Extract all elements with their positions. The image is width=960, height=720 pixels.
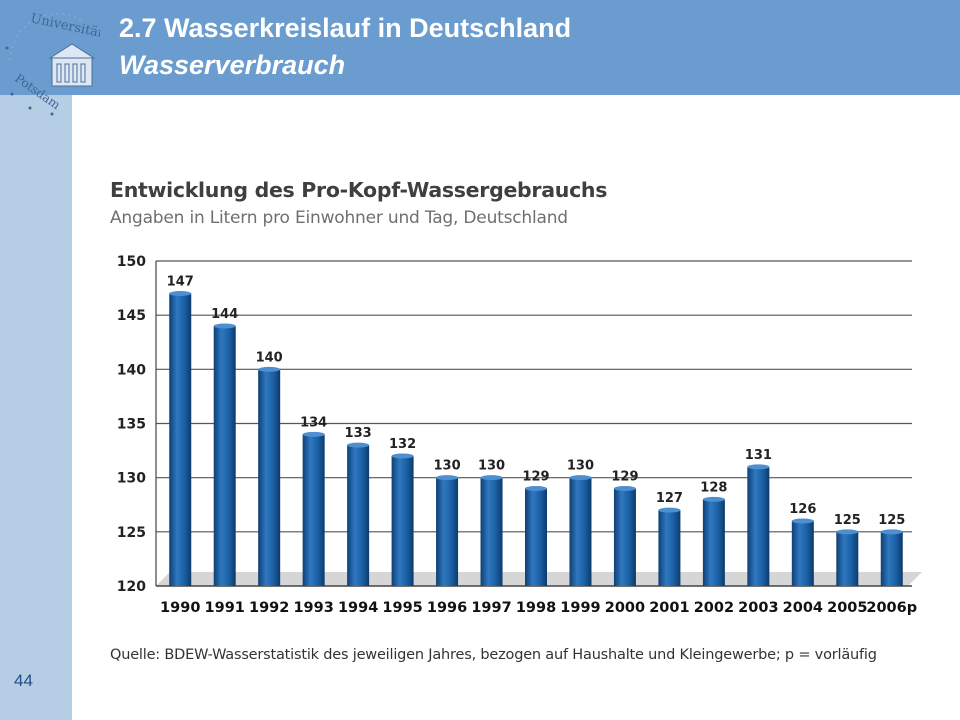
bar-top: [347, 442, 370, 448]
bar-value-label: 128: [700, 480, 727, 495]
bar-top: [613, 486, 636, 491]
x-tick-label: 2002: [694, 600, 734, 616]
page-title: 2.7 Wasserkreislauf in Deutschland: [119, 13, 572, 43]
bar-value-label: 130: [567, 459, 594, 474]
x-tick-label: 1991: [205, 600, 245, 616]
bar-value-label: 126: [789, 502, 816, 517]
bar: [169, 293, 192, 586]
bar-top: [747, 464, 770, 470]
bar-value-label: 133: [345, 426, 372, 441]
bar-top: [791, 518, 814, 524]
bar-value-label: 129: [522, 470, 549, 485]
x-tick-label: 1996: [427, 600, 467, 616]
bar-value-label: 127: [656, 491, 683, 506]
bar: [525, 488, 547, 586]
bar-value-label: 130: [433, 459, 460, 474]
title-bar: [0, 0, 960, 95]
bar: [880, 531, 903, 586]
bar: [213, 326, 236, 586]
page-number: 44: [14, 671, 33, 690]
x-tick-label: 1997: [471, 600, 511, 616]
bar-value-label: 132: [389, 437, 416, 452]
bar: [436, 477, 459, 586]
x-tick-label: 2005: [827, 600, 867, 616]
x-tick-label: 2004: [783, 600, 823, 616]
bar: [569, 477, 592, 586]
y-tick-label: 125: [117, 525, 146, 541]
bar-value-label: 134: [300, 415, 327, 430]
bar-top: [658, 507, 681, 513]
chart-source: Quelle: BDEW-Wasserstatistik des jeweili…: [110, 647, 877, 663]
bar: [791, 521, 814, 586]
page-subtitle: Wasserverbrauch: [119, 50, 346, 80]
bar: [347, 445, 370, 586]
bar: [836, 531, 859, 586]
bar: [391, 456, 414, 586]
y-tick-label: 130: [117, 471, 146, 487]
bar-top: [525, 486, 547, 491]
bar-value-label: 131: [745, 448, 772, 463]
bar-top: [702, 496, 725, 502]
bar-value-label: 140: [256, 350, 283, 365]
university-seal-icon: Universität Potsdam: [5, 11, 100, 116]
x-tick-label: 2003: [738, 600, 778, 616]
x-tick-label: 1993: [293, 600, 333, 616]
bar-top: [391, 453, 414, 459]
y-tick-label: 145: [117, 308, 146, 324]
x-tick-label: 2000: [605, 600, 645, 616]
x-tick-label: 2006p: [866, 600, 917, 616]
bar-top: [436, 475, 459, 481]
y-tick-label: 140: [117, 362, 146, 378]
bar-value-label: 147: [167, 275, 194, 290]
bar: [480, 477, 503, 586]
x-tick-label: 2001: [649, 600, 689, 616]
bar: [702, 499, 725, 586]
x-tick-label: 1995: [382, 600, 422, 616]
y-tick-label: 150: [117, 254, 146, 270]
x-tick-label: 1992: [249, 600, 289, 616]
bar-top: [569, 475, 592, 481]
bar: [613, 488, 636, 586]
bar-top: [836, 529, 859, 535]
bar-top: [258, 366, 281, 372]
bar-top: [169, 291, 192, 296]
bar-value-label: 144: [211, 307, 238, 322]
bar: [302, 434, 325, 586]
left-sidebar: [0, 0, 72, 720]
bar-top: [302, 431, 325, 437]
bar: [658, 510, 681, 586]
bar-value-label: 125: [878, 513, 905, 528]
x-tick-label: 1998: [516, 600, 556, 616]
chart-title: Entwicklung des Pro-Kopf-Wassergebrauchs: [110, 178, 608, 202]
chart-subtitle: Angaben in Litern pro Einwohner und Tag,…: [110, 208, 568, 228]
x-tick-label: 1994: [338, 600, 378, 616]
bar-top: [213, 323, 236, 329]
x-tick-label: 1999: [560, 600, 600, 616]
bar-value-label: 129: [611, 470, 638, 485]
y-tick-label: 135: [117, 417, 146, 433]
bar-value-label: 125: [834, 513, 861, 528]
bar-top: [480, 475, 503, 481]
x-tick-label: 1990: [160, 600, 200, 616]
bar: [747, 466, 770, 586]
bar-top: [880, 529, 903, 535]
bar-value-label: 130: [478, 459, 505, 474]
y-tick-label: 120: [117, 579, 146, 595]
bar: [258, 369, 281, 586]
